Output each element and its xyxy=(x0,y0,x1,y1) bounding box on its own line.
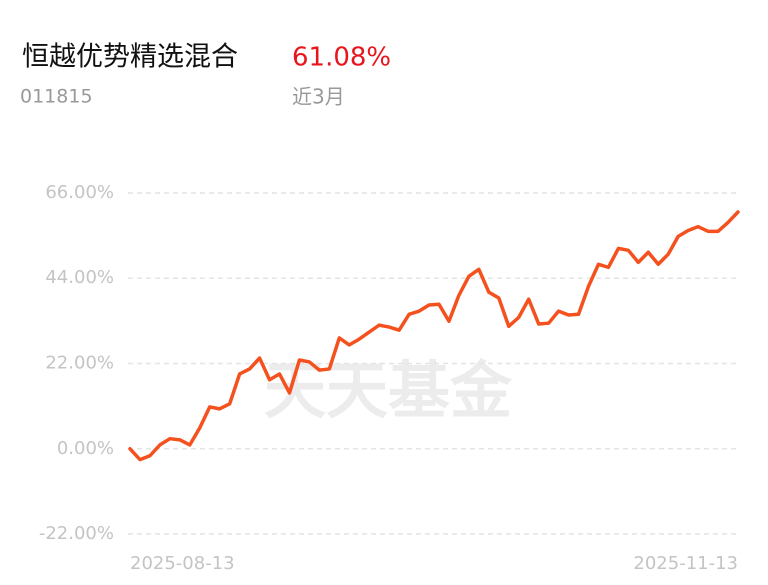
line xyxy=(128,210,740,462)
y-tick-label: 44.00% xyxy=(45,267,114,288)
fund-code: 011815 xyxy=(20,86,93,108)
y-tick-label: -22.00% xyxy=(39,523,114,544)
y-tick-label: 0.00% xyxy=(57,438,114,459)
x-tick-label: 2025-11-13 xyxy=(633,553,738,574)
y-tick-label: 22.00% xyxy=(45,353,114,374)
fund-return: 61.08% xyxy=(292,43,391,73)
y-tick-label: 66.00% xyxy=(45,182,114,203)
fund-name: 恒越优势精选混合 xyxy=(22,42,238,73)
period: 近3月 xyxy=(292,85,345,109)
watermark: 天天基金 xyxy=(264,354,513,427)
x-tick-label: 2025-08-13 xyxy=(130,553,235,574)
